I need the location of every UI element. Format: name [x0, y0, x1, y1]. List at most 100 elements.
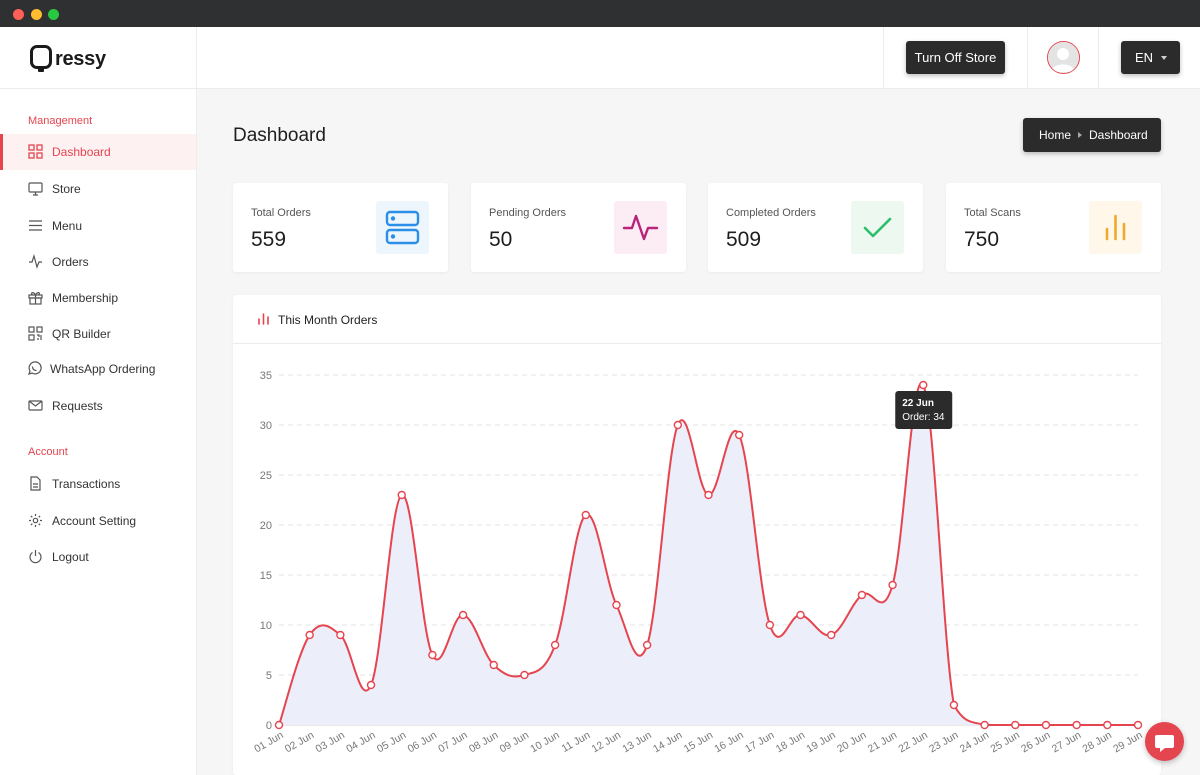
sidebar-item-label: Store [52, 182, 81, 196]
sidebar-item-label: WhatsApp Ordering [50, 362, 156, 376]
data-point [796, 610, 805, 620]
chart-card-title: This Month Orders [278, 313, 378, 327]
stat-icon-box [614, 201, 667, 254]
stat-icon-box [851, 201, 904, 254]
sidebar-item-menu[interactable]: Menu [0, 208, 196, 244]
avatar[interactable] [1047, 41, 1080, 74]
sidebar-item-label: Transactions [52, 477, 121, 491]
mail-icon [28, 400, 43, 411]
data-point [827, 630, 836, 640]
stat-value: 509 [726, 228, 762, 251]
window-minimize-button[interactable] [31, 9, 42, 20]
sidebar-item-store[interactable]: Store [0, 171, 196, 207]
window-close-button[interactable] [13, 9, 24, 20]
y-tick-label: 35 [260, 370, 272, 382]
tooltip-value: Order: 34 [902, 412, 945, 423]
x-tick-label: 24 Jun [958, 729, 991, 755]
menu-icon [29, 220, 42, 231]
chat-button[interactable] [1145, 722, 1184, 761]
stat-value: 559 [251, 228, 287, 251]
x-tick-label: 29 Jun [1111, 729, 1144, 755]
x-tick-label: 11 Jun [560, 729, 593, 755]
x-tick-label: 10 Jun [528, 729, 561, 755]
sidebar-item-qr-builder[interactable]: QR Builder [0, 316, 196, 352]
data-point [642, 640, 652, 650]
bar-chart-icon [1105, 214, 1126, 241]
header-divider [883, 27, 884, 89]
stat-icon-box [376, 201, 429, 254]
stat-value: 750 [964, 228, 1000, 251]
stat-card-total-orders: Total Orders 559 [233, 183, 448, 272]
language-label: EN [1135, 50, 1154, 65]
data-point [366, 680, 376, 690]
x-tick-label: 19 Jun [804, 729, 837, 755]
header-divider [1098, 27, 1099, 89]
x-tick-label: 05 Jun [375, 729, 408, 755]
y-tick-label: 10 [260, 620, 272, 632]
x-tick-label: 22 Jun [896, 729, 929, 755]
x-tick-label: 01 Jun [252, 729, 285, 755]
data-point [612, 600, 621, 610]
chevron-down-icon [1161, 56, 1167, 60]
this-month-orders-card: This Month Orders 0 5 10 15 20 25 30 35 01 Jun 02… [233, 295, 1161, 775]
data-point [458, 610, 468, 620]
activity-icon [622, 214, 659, 241]
data-point [397, 490, 406, 500]
data-point [1072, 720, 1081, 730]
x-tick-label: 26 Jun [1019, 729, 1052, 755]
data-point [949, 700, 959, 710]
data-point [857, 590, 867, 600]
sidebar-item-whatsapp-ordering[interactable]: WhatsApp Ordering [0, 351, 196, 387]
x-tick-label: 08 Jun [467, 729, 500, 755]
sidebar-heading-management: Management [28, 115, 93, 127]
breadcrumb-current: Dashboard [1089, 128, 1148, 142]
x-tick-label: 17 Jun [743, 729, 776, 755]
data-point [888, 580, 897, 590]
x-tick-label: 18 Jun [774, 729, 807, 755]
data-point [1041, 720, 1051, 730]
sidebar-item-orders[interactable]: Orders [0, 244, 196, 280]
stat-label: Completed Orders [726, 207, 816, 219]
sidebar-item-membership[interactable]: Membership [0, 280, 196, 316]
sidebar-item-label: Account Setting [52, 514, 137, 528]
language-select[interactable]: EN [1121, 41, 1180, 74]
sidebar-item-requests[interactable]: Requests [0, 388, 196, 424]
x-tick-label: 25 Jun [988, 729, 1021, 755]
x-tick-label: 09 Jun [498, 729, 531, 755]
data-point [1011, 720, 1020, 730]
data-point [581, 510, 590, 520]
y-tick-label: 20 [260, 520, 272, 532]
y-tick-label: 0 [266, 720, 272, 732]
data-point [550, 640, 560, 650]
sidebar-item-account-setting[interactable]: Account Setting [0, 503, 196, 539]
logo-mark-icon [30, 45, 52, 72]
sidebar-item-label: QR Builder [52, 327, 111, 341]
y-tick-label: 5 [266, 670, 272, 682]
sidebar-item-label: Logout [52, 550, 89, 564]
sidebar-item-logout[interactable]: Logout [0, 539, 196, 575]
stat-card-pending-orders: Pending Orders 50 [471, 183, 686, 272]
window-titlebar [0, 0, 1200, 27]
x-tick-label: 16 Jun [712, 729, 745, 755]
sidebar: Management Dashboard Store Menu Orders M… [0, 89, 197, 775]
sidebar-item-transactions[interactable]: Transactions [0, 466, 196, 502]
x-tick-label: 15 Jun [682, 729, 715, 755]
x-tick-label: 13 Jun [620, 729, 653, 755]
sidebar-item-label: Requests [52, 399, 103, 413]
window-maximize-button[interactable] [48, 9, 59, 20]
data-point [765, 620, 775, 630]
stat-card-completed-orders: Completed Orders 509 [708, 183, 923, 272]
data-point [428, 650, 437, 660]
x-tick-label: 28 Jun [1081, 729, 1114, 755]
x-tick-label: 14 Jun [651, 729, 684, 755]
sidebar-item-dashboard[interactable]: Dashboard [0, 134, 196, 170]
brand-logo[interactable]: ressy [0, 27, 197, 89]
power-icon [29, 550, 42, 564]
turn-off-store-button[interactable]: Turn Off Store [906, 41, 1005, 74]
data-point [673, 420, 683, 430]
breadcrumb-home-link[interactable]: Home [1039, 128, 1072, 142]
breadcrumb: Home Dashboard [1023, 118, 1161, 152]
data-point [1133, 720, 1143, 730]
x-tick-label: 21 Jun [866, 729, 899, 755]
